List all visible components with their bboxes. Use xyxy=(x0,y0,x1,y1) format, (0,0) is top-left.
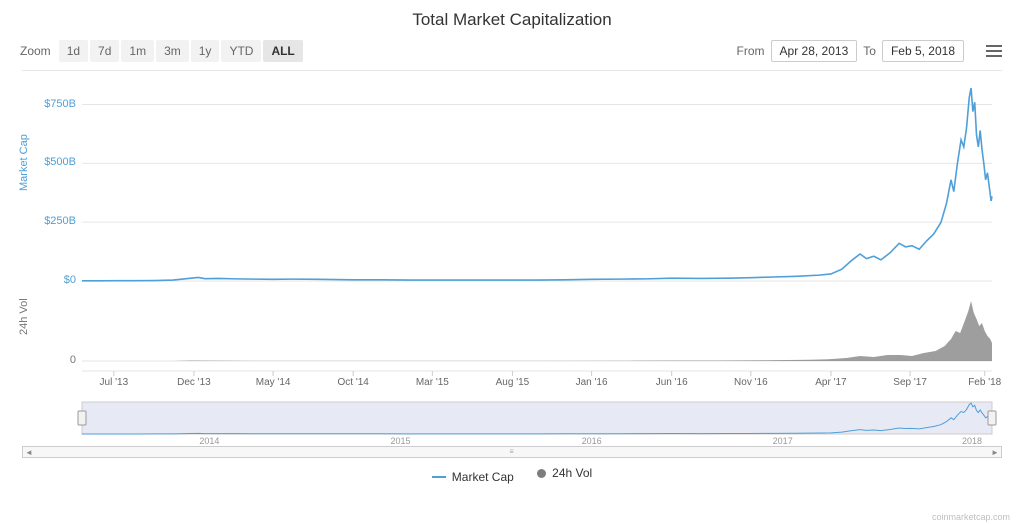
legend-dot-icon xyxy=(537,469,546,478)
legend-item-volume[interactable]: 24h Vol xyxy=(537,466,592,480)
navigator-year-tick: 2014 xyxy=(199,436,219,446)
marketcap-line xyxy=(82,88,992,281)
x-tick-label: Dec '13 xyxy=(177,377,211,388)
navigator-svg[interactable]: 2014 2015 2016 2017 2018 xyxy=(22,400,1002,446)
legend-line-icon xyxy=(432,476,446,478)
x-tick-label: Jul '13 xyxy=(100,377,129,388)
legend-label-marketcap: Market Cap xyxy=(452,470,514,484)
main-chart-svg[interactable] xyxy=(22,71,1002,391)
zoom-button-7d[interactable]: 7d xyxy=(90,40,119,62)
navigator[interactable]: 2014 2015 2016 2017 2018 xyxy=(22,400,1002,446)
navigator-mask xyxy=(82,402,992,434)
navigator-year-tick: 2015 xyxy=(390,436,410,446)
controls-row: Zoom 1d7d1m3m1yYTDALL From Apr 28, 2013 … xyxy=(16,40,1008,70)
chart-title: Total Market Capitalization xyxy=(16,10,1008,30)
x-tick-label: Jun '16 xyxy=(656,377,688,388)
export-menu-icon[interactable] xyxy=(984,43,1004,59)
y-tick-marketcap: $500B xyxy=(30,156,76,168)
zoom-button-all[interactable]: ALL xyxy=(263,40,302,62)
x-tick-label: Aug '15 xyxy=(496,377,530,388)
navigator-handle-left xyxy=(78,411,86,425)
date-range-group: From Apr 28, 2013 To Feb 5, 2018 xyxy=(737,40,1004,62)
to-date-input[interactable]: Feb 5, 2018 xyxy=(882,40,964,62)
x-tick-label: Jan '16 xyxy=(576,377,608,388)
x-tick-label: Nov '16 xyxy=(734,377,768,388)
plot-area[interactable]: Market Cap 24h Vol $0$250B$500B$750B0Jul… xyxy=(22,70,1002,390)
navigator-year-tick: 2018 xyxy=(962,436,982,446)
x-tick-label: Mar '15 xyxy=(416,377,449,388)
scroll-right-icon[interactable]: ► xyxy=(989,447,1001,457)
legend-item-marketcap[interactable]: Market Cap xyxy=(432,470,514,484)
to-label: To xyxy=(863,44,876,58)
chart-container: Total Market Capitalization Zoom 1d7d1m3… xyxy=(0,0,1024,524)
from-date-input[interactable]: Apr 28, 2013 xyxy=(771,40,858,62)
x-tick-label: Oct '14 xyxy=(337,377,368,388)
legend-label-volume: 24h Vol xyxy=(552,466,592,480)
x-tick-label: Feb '18 xyxy=(968,377,1001,388)
from-label: From xyxy=(737,44,765,58)
zoom-button-1d[interactable]: 1d xyxy=(59,40,88,62)
navigator-year-tick: 2016 xyxy=(582,436,602,446)
y-tick-volume: 0 xyxy=(30,354,76,366)
scroll-grip-icon[interactable]: ≡ xyxy=(509,449,514,456)
volume-area xyxy=(82,301,992,361)
zoom-button-3m[interactable]: 3m xyxy=(156,40,189,62)
x-tick-label: Apr '17 xyxy=(815,377,846,388)
zoom-button-1y[interactable]: 1y xyxy=(191,40,220,62)
zoom-group: Zoom 1d7d1m3m1yYTDALL xyxy=(20,40,305,62)
navigator-scrollbar[interactable]: ◄ ≡ ► xyxy=(22,446,1002,458)
y-tick-marketcap: $250B xyxy=(30,215,76,227)
y-tick-marketcap: $750B xyxy=(30,98,76,110)
zoom-button-1m[interactable]: 1m xyxy=(121,40,154,62)
navigator-handle-right xyxy=(988,411,996,425)
scroll-left-icon[interactable]: ◄ xyxy=(23,447,35,457)
zoom-button-ytd[interactable]: YTD xyxy=(221,40,261,62)
x-tick-label: Sep '17 xyxy=(893,377,927,388)
zoom-label: Zoom xyxy=(20,44,51,58)
y-tick-marketcap: $0 xyxy=(30,274,76,286)
attribution-text: coinmarketcap.com xyxy=(932,512,1010,522)
legend: Market Cap 24h Vol xyxy=(16,466,1008,484)
navigator-year-tick: 2017 xyxy=(773,436,793,446)
x-tick-label: May '14 xyxy=(256,377,291,388)
